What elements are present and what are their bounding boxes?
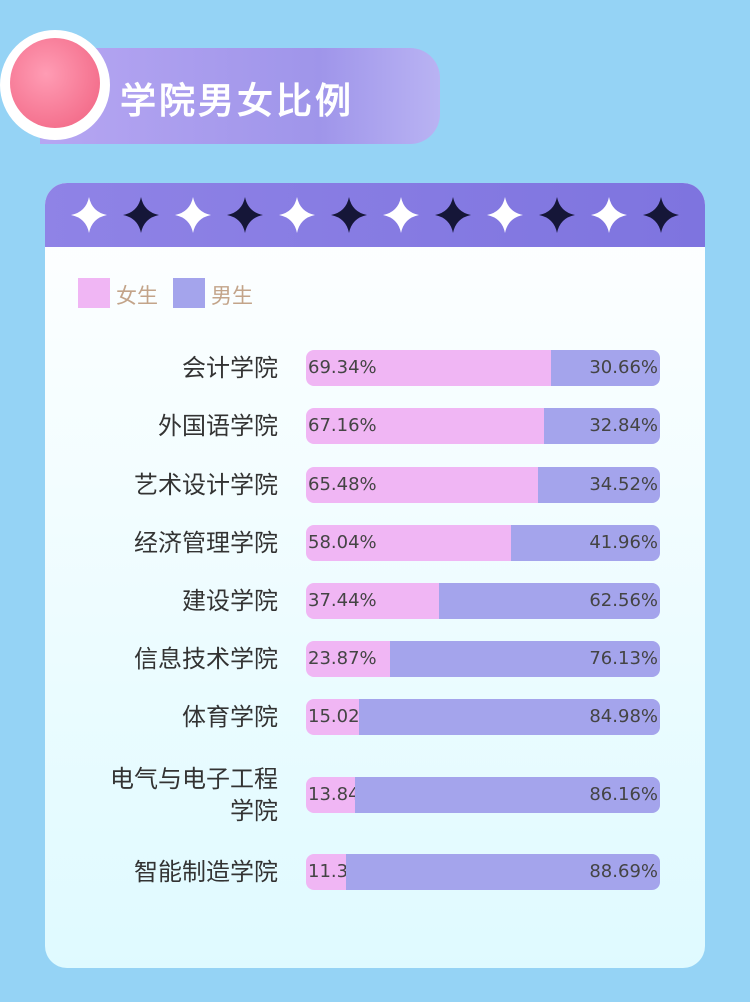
category-label: 艺术设计学院 bbox=[134, 471, 278, 499]
category-label: 电气与电子工程学院 bbox=[110, 765, 278, 825]
value-label: 34.52% bbox=[589, 474, 658, 495]
value-label: 84.98% bbox=[589, 706, 658, 727]
sparkle bbox=[175, 197, 211, 233]
legend-label: 女生 bbox=[116, 284, 158, 308]
category-label: 建设学院 bbox=[182, 587, 278, 615]
bar-segment bbox=[306, 641, 391, 677]
sparkle bbox=[383, 197, 419, 233]
bar-segment bbox=[306, 583, 439, 619]
card bbox=[45, 183, 705, 968]
category-label: 信息技术学院 bbox=[134, 645, 278, 673]
bar-segment bbox=[346, 854, 660, 890]
sparkle bbox=[591, 197, 627, 233]
value-label: 62.56% bbox=[589, 590, 658, 611]
bar-segment bbox=[306, 467, 538, 503]
sparkle bbox=[643, 197, 679, 233]
value-label: 86.16% bbox=[589, 784, 658, 805]
category-label: 外国语学院 bbox=[158, 412, 278, 440]
legend-swatch bbox=[78, 278, 110, 308]
sparkle bbox=[227, 197, 263, 233]
category-label: 会计学院 bbox=[182, 354, 278, 382]
bar-segment bbox=[390, 641, 660, 677]
value-label: 88.69% bbox=[589, 861, 658, 882]
bar-segment bbox=[354, 777, 660, 813]
heart-icon bbox=[10, 38, 100, 128]
bar-segment bbox=[306, 350, 552, 386]
card-header bbox=[45, 183, 705, 247]
bar-segment bbox=[537, 467, 660, 503]
value-label: 76.13% bbox=[589, 648, 658, 669]
bar-segment bbox=[306, 854, 347, 890]
sparkle bbox=[71, 197, 107, 233]
category-label: 智能制造学院 bbox=[134, 858, 278, 886]
value-label: 65.48% bbox=[308, 474, 377, 495]
bar-segment bbox=[306, 699, 360, 735]
legend-label: 男生 bbox=[211, 284, 253, 308]
legend-swatch bbox=[173, 278, 205, 308]
value-label: 69.34% bbox=[308, 357, 377, 378]
sparkle bbox=[487, 197, 523, 233]
sparkle bbox=[279, 197, 315, 233]
bar-segment bbox=[551, 350, 660, 386]
sparkle bbox=[123, 197, 159, 233]
bar-segment bbox=[438, 583, 660, 619]
value-label: 30.66% bbox=[589, 357, 658, 378]
bar-segment bbox=[543, 408, 660, 444]
value-label: 23.87% bbox=[308, 648, 377, 669]
chart-title: 学院男女比例 bbox=[120, 81, 355, 122]
category-label: 体育学院 bbox=[182, 703, 278, 731]
value-label: 32.84% bbox=[589, 415, 658, 436]
sparkle bbox=[539, 197, 575, 233]
bar-segment bbox=[306, 525, 512, 561]
value-label: 58.04% bbox=[308, 532, 377, 553]
sparkle bbox=[331, 197, 367, 233]
value-label: 37.44% bbox=[308, 590, 377, 611]
value-label: 41.96% bbox=[589, 532, 658, 553]
bar-segment bbox=[306, 777, 355, 813]
bar-segment bbox=[511, 525, 660, 561]
bar-segment bbox=[359, 699, 660, 735]
category-label: 经济管理学院 bbox=[134, 529, 278, 557]
bar-segment bbox=[306, 408, 544, 444]
value-label: 67.16% bbox=[308, 415, 377, 436]
sparkle bbox=[435, 197, 471, 233]
